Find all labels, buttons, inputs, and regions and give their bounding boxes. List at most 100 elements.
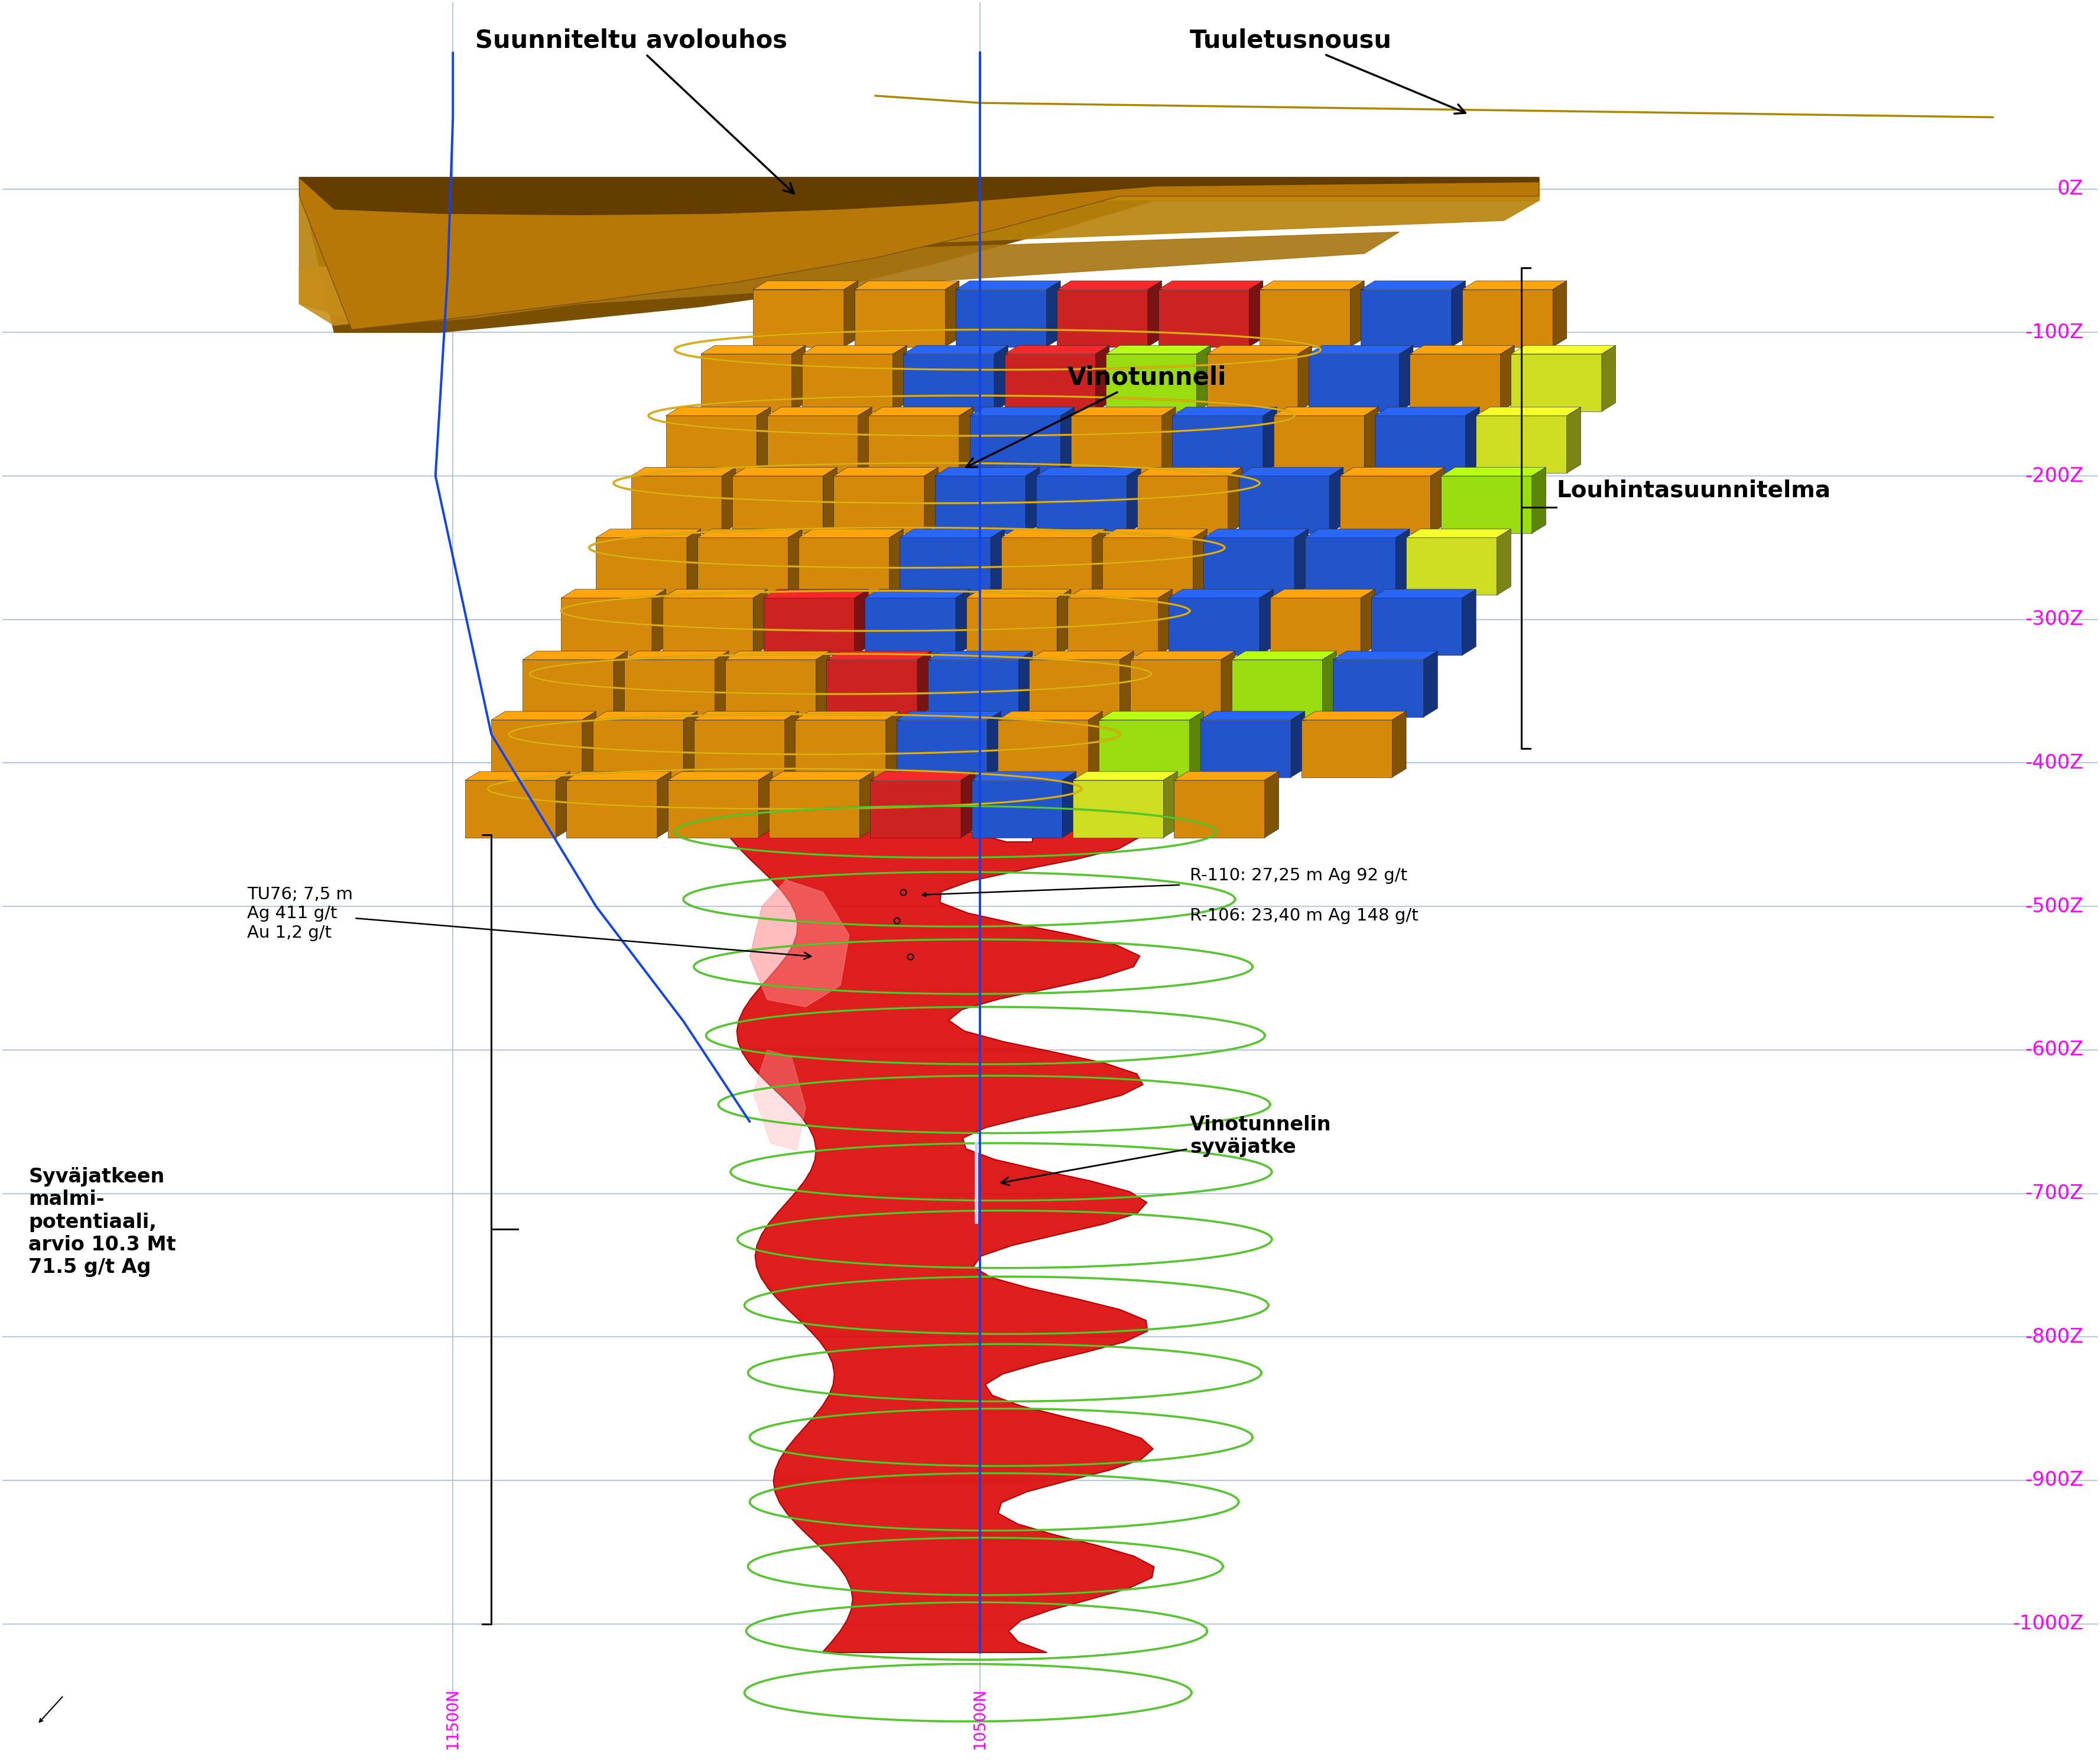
Polygon shape: [1531, 467, 1546, 534]
Polygon shape: [561, 589, 666, 598]
Bar: [1407, 538, 1497, 596]
Polygon shape: [1056, 589, 1071, 656]
Polygon shape: [798, 529, 903, 538]
Polygon shape: [1291, 710, 1304, 777]
Bar: [972, 781, 1063, 837]
Text: -200Z: -200Z: [2024, 465, 2083, 487]
Polygon shape: [668, 772, 773, 781]
Polygon shape: [918, 651, 930, 718]
Polygon shape: [1046, 280, 1060, 347]
Text: -800Z: -800Z: [2024, 1328, 2083, 1347]
Bar: [1107, 354, 1197, 411]
Bar: [855, 289, 945, 347]
Bar: [764, 598, 855, 656]
Polygon shape: [567, 772, 672, 781]
Bar: [769, 781, 859, 837]
Polygon shape: [1159, 589, 1172, 656]
Polygon shape: [1060, 407, 1075, 472]
Polygon shape: [766, 407, 871, 416]
Text: -400Z: -400Z: [2024, 753, 2083, 772]
Bar: [1334, 659, 1424, 718]
Text: -500Z: -500Z: [2024, 897, 2083, 917]
Polygon shape: [1552, 280, 1567, 347]
Polygon shape: [934, 467, 1040, 476]
Polygon shape: [724, 651, 830, 659]
Bar: [827, 659, 918, 718]
Polygon shape: [1497, 529, 1510, 596]
Text: -900Z: -900Z: [2024, 1470, 2083, 1490]
Bar: [1304, 538, 1397, 596]
Text: -1000Z: -1000Z: [2012, 1615, 2083, 1634]
Text: -300Z: -300Z: [2024, 610, 2083, 629]
Text: Vinotunnelin
syväjatke: Vinotunnelin syväjatke: [1002, 1114, 1331, 1185]
Bar: [1067, 598, 1159, 656]
Polygon shape: [869, 772, 974, 781]
Polygon shape: [1203, 529, 1308, 538]
Bar: [1203, 538, 1294, 596]
Bar: [1199, 719, 1292, 777]
Bar: [1130, 659, 1220, 718]
Polygon shape: [693, 710, 798, 719]
Polygon shape: [890, 529, 903, 596]
Polygon shape: [630, 467, 735, 476]
Bar: [928, 659, 1018, 718]
Polygon shape: [1208, 346, 1312, 354]
Bar: [897, 719, 987, 777]
Polygon shape: [1323, 651, 1336, 718]
Bar: [1029, 659, 1119, 718]
Polygon shape: [1102, 529, 1208, 538]
Bar: [1002, 538, 1092, 596]
Polygon shape: [788, 529, 802, 596]
Bar: [998, 719, 1088, 777]
Polygon shape: [1329, 467, 1344, 534]
Polygon shape: [1071, 407, 1176, 416]
Polygon shape: [859, 407, 871, 472]
Polygon shape: [1228, 467, 1241, 534]
Polygon shape: [1063, 772, 1075, 837]
Polygon shape: [1376, 407, 1480, 416]
Text: Vinotunneli: Vinotunneli: [966, 365, 1226, 467]
Text: Louhintasuunnitelma: Louhintasuunnitelma: [1556, 480, 1831, 501]
Bar: [1056, 289, 1149, 347]
Text: 0Z: 0Z: [2058, 180, 2083, 199]
Bar: [592, 719, 683, 777]
Polygon shape: [300, 233, 1399, 326]
Polygon shape: [657, 772, 672, 837]
Polygon shape: [697, 529, 802, 538]
Polygon shape: [1002, 529, 1107, 538]
Polygon shape: [718, 806, 1155, 1652]
Polygon shape: [756, 407, 771, 472]
Polygon shape: [662, 589, 766, 598]
Polygon shape: [1172, 407, 1277, 416]
Bar: [1159, 289, 1250, 347]
Bar: [1098, 719, 1191, 777]
Polygon shape: [956, 280, 1060, 289]
Polygon shape: [1130, 651, 1235, 659]
Bar: [766, 416, 859, 472]
Polygon shape: [1073, 772, 1178, 781]
Polygon shape: [1499, 346, 1514, 411]
Polygon shape: [859, 772, 874, 837]
Polygon shape: [1056, 280, 1161, 289]
Polygon shape: [1149, 280, 1161, 347]
Polygon shape: [1264, 772, 1279, 837]
Bar: [464, 781, 556, 837]
Polygon shape: [924, 467, 939, 534]
Polygon shape: [956, 589, 970, 656]
Polygon shape: [1308, 346, 1413, 354]
Polygon shape: [592, 710, 697, 719]
Bar: [802, 354, 892, 411]
Bar: [1208, 354, 1298, 411]
Polygon shape: [903, 346, 1008, 354]
Bar: [668, 781, 758, 837]
Polygon shape: [998, 710, 1102, 719]
Polygon shape: [1424, 651, 1439, 718]
Polygon shape: [683, 710, 697, 777]
Polygon shape: [960, 407, 972, 472]
Polygon shape: [491, 710, 596, 719]
Bar: [966, 598, 1056, 656]
Polygon shape: [1098, 710, 1203, 719]
Polygon shape: [464, 772, 569, 781]
Polygon shape: [714, 651, 729, 718]
Bar: [733, 476, 823, 534]
